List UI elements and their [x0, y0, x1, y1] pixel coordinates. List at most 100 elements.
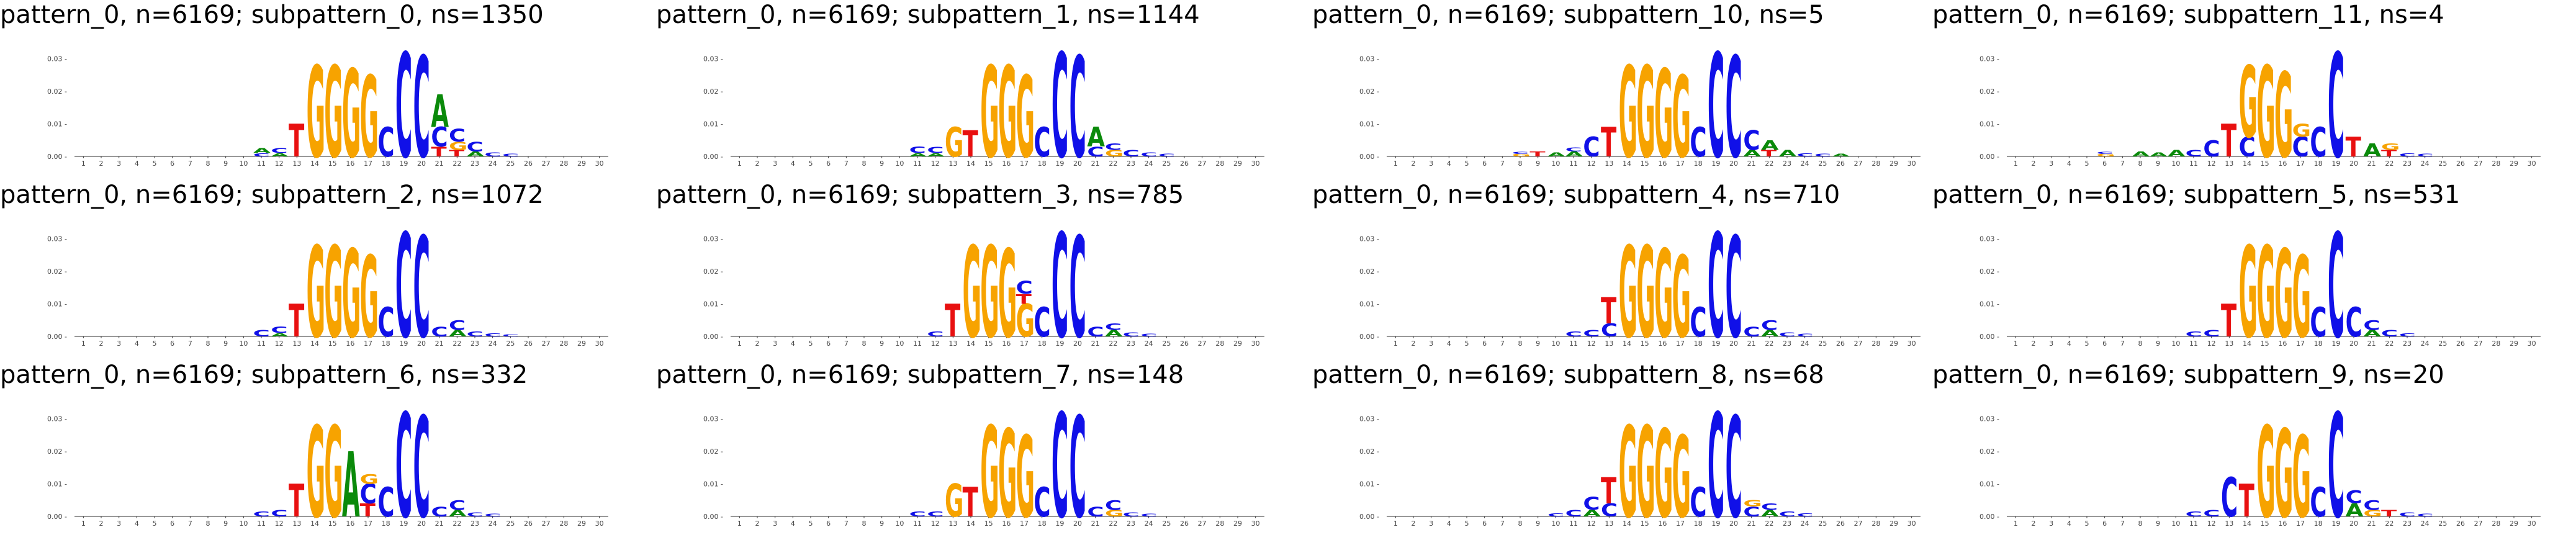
x-tick-label: 19: [1055, 520, 1064, 528]
logo-letter-A: A: [2132, 150, 2150, 158]
y-tick-label: 0.02 -: [703, 448, 723, 456]
x-tick-label: 30: [1907, 520, 1916, 528]
x-tick-label: 13: [2225, 340, 2233, 348]
logo-letter-G: G: [1105, 148, 1124, 159]
x-tick-label: 2: [2032, 160, 2036, 168]
logo-letter-T: T: [2221, 295, 2236, 347]
x-tick-label: 30: [2528, 520, 2536, 528]
x-tick-label: 3: [2049, 160, 2053, 168]
y-tick-label: 0.01 -: [47, 120, 67, 128]
x-tick-label: 4: [2067, 520, 2071, 528]
logo-letter-C: C: [1726, 32, 1742, 180]
x-tick-label: 15: [984, 520, 993, 528]
x-tick-label: 24: [1145, 160, 1153, 168]
x-tick-label: 1: [737, 160, 742, 168]
x-tick-label: 29: [577, 520, 586, 528]
x-tick-label: 14: [310, 340, 319, 348]
logo-letter-T: T: [2381, 508, 2397, 519]
y-tick-label: 0.01 -: [1359, 480, 1379, 488]
logo-letter-G: G: [2239, 221, 2258, 360]
x-tick-label: 27: [1198, 340, 1207, 348]
x-tick-label: 13: [2225, 520, 2233, 528]
x-tick-label: 15: [328, 160, 337, 168]
panel-title: pattern_0, n=6169; subpattern_8, ns=68: [1312, 361, 1824, 389]
logo-letter-G: G: [998, 405, 1017, 540]
logo-letter-C: C: [395, 212, 412, 360]
x-tick-label: 11: [1569, 160, 1578, 168]
logo-letter-C: C: [1547, 513, 1564, 518]
logo-letter-C: C: [413, 212, 430, 360]
x-tick-label: 3: [1429, 160, 1433, 168]
x-tick-label: 3: [117, 520, 121, 528]
logo-letter-T: T: [2381, 148, 2397, 159]
x-tick-label: 25: [506, 340, 515, 348]
x-tick-label: 11: [257, 520, 266, 528]
logo-letter-C: C: [2203, 508, 2220, 519]
logo-letter-A: A: [1832, 153, 1850, 158]
x-tick-label: 10: [895, 340, 904, 348]
x-tick-label: 19: [1055, 340, 1064, 348]
logo-letter-A: A: [1087, 123, 1105, 153]
x-tick-label: 8: [206, 160, 210, 168]
logo-letter-T: T: [1761, 148, 1777, 159]
x-tick-label: 27: [1854, 160, 1863, 168]
x-tick-label: 21: [435, 340, 444, 348]
x-tick-label: 23: [1783, 520, 1791, 528]
x-tick-label: 16: [1658, 160, 1667, 168]
x-tick-label: 4: [135, 160, 139, 168]
logo-letter-C: C: [2310, 300, 2326, 346]
y-tick-label: 0.00 -: [1359, 333, 1379, 341]
logo-letter-T: T: [289, 475, 304, 527]
x-tick-label: 23: [1783, 160, 1791, 168]
logo-panel-0: pattern_0, n=6169; subpattern_0, ns=1350…: [0, 0, 644, 180]
panel-title: pattern_0, n=6169; subpattern_1, ns=1144: [656, 1, 1200, 29]
x-tick-label: 22: [453, 340, 461, 348]
x-tick-label: 18: [382, 520, 390, 528]
sequence-logo-chart: 0.00 -0.01 -0.02 -0.03 -1 2 3 4 5 6 7 8 9 10 11 12 1…: [1359, 32, 1921, 180]
x-tick-label: 22: [453, 520, 461, 528]
sequence-logo-chart: 0.00 -0.01 -0.02 -0.03 -1 2 3 4 5 6 7 8 9 10 11 12 1…: [703, 392, 1264, 540]
logo-letter-A: A: [1583, 508, 1601, 519]
x-tick-label: 9: [1536, 160, 1540, 168]
x-tick-label: 1: [2014, 520, 2018, 528]
x-tick-label: 18: [1694, 160, 1703, 168]
x-tick-label: 10: [2171, 340, 2180, 348]
logo-letter-G: G: [1654, 225, 1673, 360]
x-tick-label: 25: [1818, 160, 1827, 168]
y-tick-label: 0.02 -: [703, 268, 723, 276]
logo-letter-C: C: [1743, 126, 1760, 156]
x-tick-label: 15: [984, 340, 993, 348]
logo-letter-T: T: [360, 500, 376, 521]
x-tick-label: 6: [170, 340, 174, 348]
x-tick-label: 8: [1518, 340, 1523, 348]
y-tick-label: 0.03 -: [1359, 415, 1379, 423]
x-tick-label: 30: [595, 160, 604, 168]
logo-letter-G: G: [1672, 52, 1691, 180]
x-tick-label: 24: [489, 160, 497, 168]
x-tick-label: 15: [1641, 160, 1649, 168]
logo-letter-C: C: [927, 330, 943, 338]
x-tick-label: 16: [1002, 160, 1011, 168]
y-tick-label: 0.00 -: [1359, 153, 1379, 161]
logo-letter-A: A: [431, 86, 449, 138]
logo-letter-C: C: [2328, 32, 2344, 180]
logo-letter-A: A: [2168, 148, 2186, 159]
x-tick-label: 3: [1429, 520, 1433, 528]
y-tick-label: 0.00 -: [47, 513, 67, 521]
x-tick-label: 9: [2156, 340, 2160, 348]
logo-letter-G: G: [1619, 41, 1637, 180]
x-tick-label: 17: [2296, 520, 2305, 528]
logo-letter-C: C: [1016, 277, 1033, 299]
x-tick-label: 2: [99, 160, 104, 168]
x-tick-label: 23: [1127, 340, 1135, 348]
logo-letter-C: C: [1140, 513, 1157, 518]
x-tick-label: 8: [862, 340, 867, 348]
logo-letter-A: A: [1761, 508, 1779, 519]
logo-letter-C: C: [2310, 480, 2326, 526]
panel-title: pattern_0, n=6169; subpattern_6, ns=332: [0, 361, 528, 389]
logo-letter-C: C: [1726, 212, 1742, 360]
x-tick-label: 28: [559, 520, 568, 528]
x-tick-label: 18: [2314, 520, 2323, 528]
x-tick-label: 20: [1729, 520, 1738, 528]
x-tick-label: 1: [737, 340, 742, 348]
